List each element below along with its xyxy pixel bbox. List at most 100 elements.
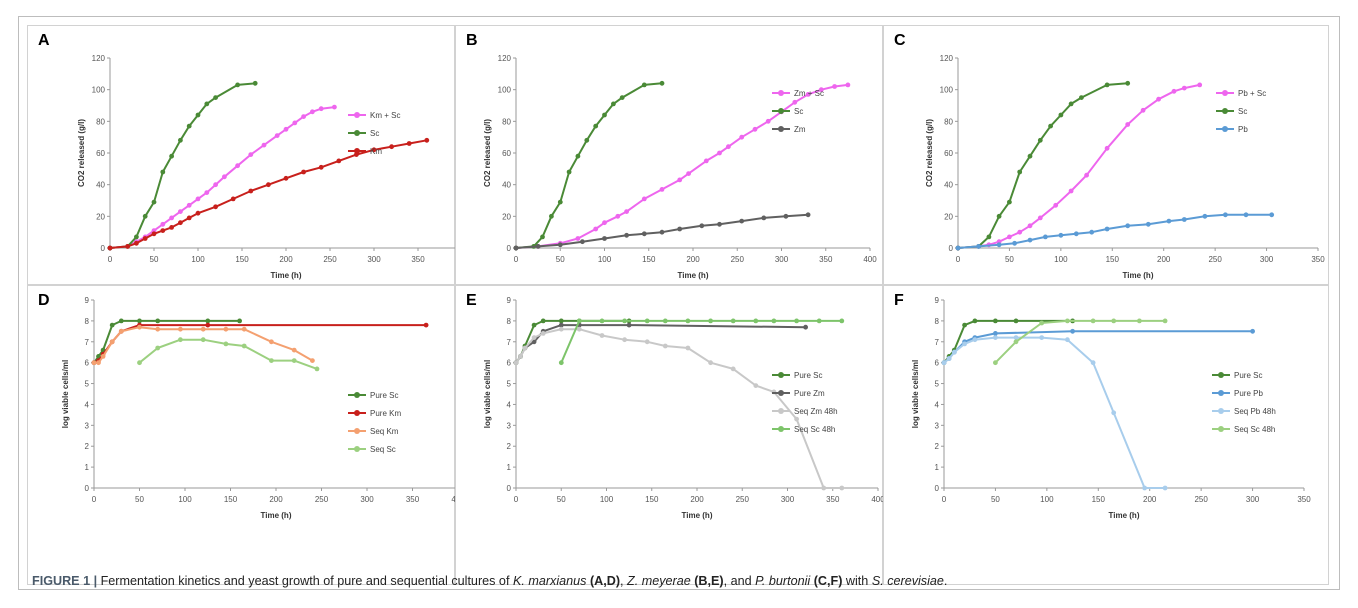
series-line-d-1 (93, 324, 427, 364)
data-point-e-3-5 (662, 318, 668, 324)
legend-swatch-c-2 (1216, 124, 1234, 134)
x-tick-label-e-2: 100 (600, 495, 614, 504)
y-tick-label-f-0: 0 (935, 484, 940, 493)
series-line-c-0 (957, 83, 1200, 249)
data-point-f-0-3 (962, 322, 967, 328)
data-point-b-2-13 (783, 213, 789, 219)
data-point-a-0-17 (283, 126, 289, 132)
data-point-c-1-8 (1048, 123, 1053, 129)
data-point-e-0-3 (531, 322, 537, 328)
x-tick-label-f-3: 150 (1092, 495, 1106, 504)
data-point-f-0-6 (1013, 318, 1019, 324)
data-point-c-1-5 (1017, 169, 1023, 175)
data-point-d-2-5 (137, 324, 142, 330)
data-point-c-1-4 (1007, 199, 1012, 205)
data-point-c-2-17 (1269, 212, 1275, 218)
legend-label-d-2: Seq Km (370, 426, 399, 436)
data-point-b-0-7 (624, 209, 629, 215)
data-point-a-2-22 (424, 137, 430, 143)
data-point-a-0-11 (213, 182, 219, 188)
data-point-a-2-6 (169, 225, 175, 230)
data-point-b-1-9 (602, 112, 607, 118)
data-point-a-2-10 (213, 204, 219, 210)
data-point-b-1-2 (540, 234, 545, 240)
data-point-f-2-6 (1013, 335, 1019, 340)
legend-label-e-0: Pure Sc (794, 370, 823, 380)
y-tick-label-d-1: 1 (85, 463, 90, 472)
y-tick-label-b-6: 120 (498, 54, 512, 63)
legend-item-d-3: Seq Sc (348, 440, 401, 458)
y-tick-label-d-6: 6 (85, 359, 90, 368)
x-tick-label-f-4: 200 (1143, 495, 1157, 504)
data-point-c-2-0 (955, 245, 961, 251)
x-tick-label-a-5: 250 (323, 255, 337, 264)
x-tick-label-d-5: 250 (315, 495, 329, 504)
legend-item-c-1: Sc (1216, 102, 1266, 120)
data-point-d-3-3 (200, 337, 206, 343)
panel-f: F 0 1 2 3 4 5 6 7 8 9 0 50 100 150 200 250 300 350 Time (h… (883, 285, 1329, 585)
data-point-a-1-10 (204, 101, 210, 107)
x-tick-label-f-0: 0 (942, 495, 947, 504)
data-point-f-2-1 (946, 356, 952, 361)
y-tick-label-d-5: 5 (85, 380, 90, 389)
x-tick-label-b-2: 100 (598, 255, 612, 264)
data-point-a-2-20 (389, 144, 394, 150)
caption-part-14: . (943, 574, 948, 588)
series-line-b-1 (515, 82, 663, 249)
data-point-b-2-11 (739, 218, 745, 224)
data-point-c-1-9 (1058, 112, 1064, 118)
y-tick-label-d-9: 9 (85, 296, 90, 305)
data-point-a-1-9 (195, 112, 201, 118)
data-point-c-0-7 (1037, 215, 1043, 221)
x-tick-label-e-0: 0 (514, 495, 519, 504)
legend-item-b-2: Zm (772, 120, 824, 138)
data-point-d-0-3 (109, 322, 115, 328)
data-point-b-0-4 (593, 226, 599, 232)
data-point-b-2-6 (641, 231, 647, 237)
y-tick-label-e-8: 8 (507, 317, 512, 326)
legend-swatch-b-0 (772, 88, 790, 98)
data-point-b-1-5 (566, 169, 572, 175)
data-point-e-3-0 (558, 360, 564, 366)
x-tick-label-b-6: 300 (775, 255, 789, 264)
data-point-b-1-6 (575, 153, 581, 159)
data-point-b-2-5 (624, 232, 629, 238)
legend-swatch-f-3 (1212, 424, 1230, 434)
x-tick-label-e-1: 50 (557, 495, 566, 504)
chart-f-svg: 0 1 2 3 4 5 6 7 8 9 0 50 100 150 200 250 300 350 Time (h) l… (911, 296, 1311, 520)
data-point-a-0-5 (160, 221, 166, 227)
legend-label-e-2: Seq Zm 48h (794, 406, 838, 416)
y-tick-label-e-9: 9 (507, 296, 512, 305)
y-tick-label-c-3: 60 (944, 149, 953, 158)
x-tick-label-a-1: 50 (150, 255, 159, 264)
data-point-f-3-0 (993, 360, 998, 366)
data-point-e-2-18 (839, 485, 845, 491)
chart-c-svg: 0 20 40 60 80 100 120 0 50 100 150 200 250 300 350 Time… (925, 54, 1325, 280)
y-tick-label-d-8: 8 (85, 317, 90, 326)
data-point-a-2-16 (318, 164, 324, 170)
data-point-b-1-4 (557, 199, 563, 205)
data-point-f-2-11 (1142, 485, 1147, 491)
legend-label-c-0: Pb + Sc (1238, 88, 1267, 98)
y-tick-label-e-3: 3 (507, 421, 512, 430)
data-point-a-1-11 (213, 95, 219, 100)
data-point-a-0-9 (195, 196, 201, 202)
y-tick-label-c-6: 120 (940, 54, 954, 63)
y-tick-label-e-7: 7 (507, 338, 512, 347)
data-point-e-2-5 (558, 326, 564, 332)
panel-letter-c: C (894, 32, 906, 49)
data-point-b-2-12 (761, 215, 767, 221)
data-point-d-2-11 (269, 339, 274, 345)
x-tick-label-d-2: 100 (178, 495, 192, 504)
data-point-e-2-7 (599, 333, 605, 338)
data-point-a-1-12 (235, 82, 241, 88)
data-point-f-2-9 (1090, 360, 1096, 366)
data-point-d-2-12 (291, 347, 297, 353)
y-tick-label-a-2: 40 (96, 181, 105, 190)
data-point-e-2-17 (821, 485, 827, 491)
data-point-e-3-9 (753, 318, 759, 324)
caption-lead: FIGURE 1 | (32, 574, 98, 588)
data-point-d-3-7 (291, 358, 297, 363)
data-point-c-0-6 (1027, 223, 1033, 229)
caption-part-9: P. burtonii (755, 574, 811, 588)
